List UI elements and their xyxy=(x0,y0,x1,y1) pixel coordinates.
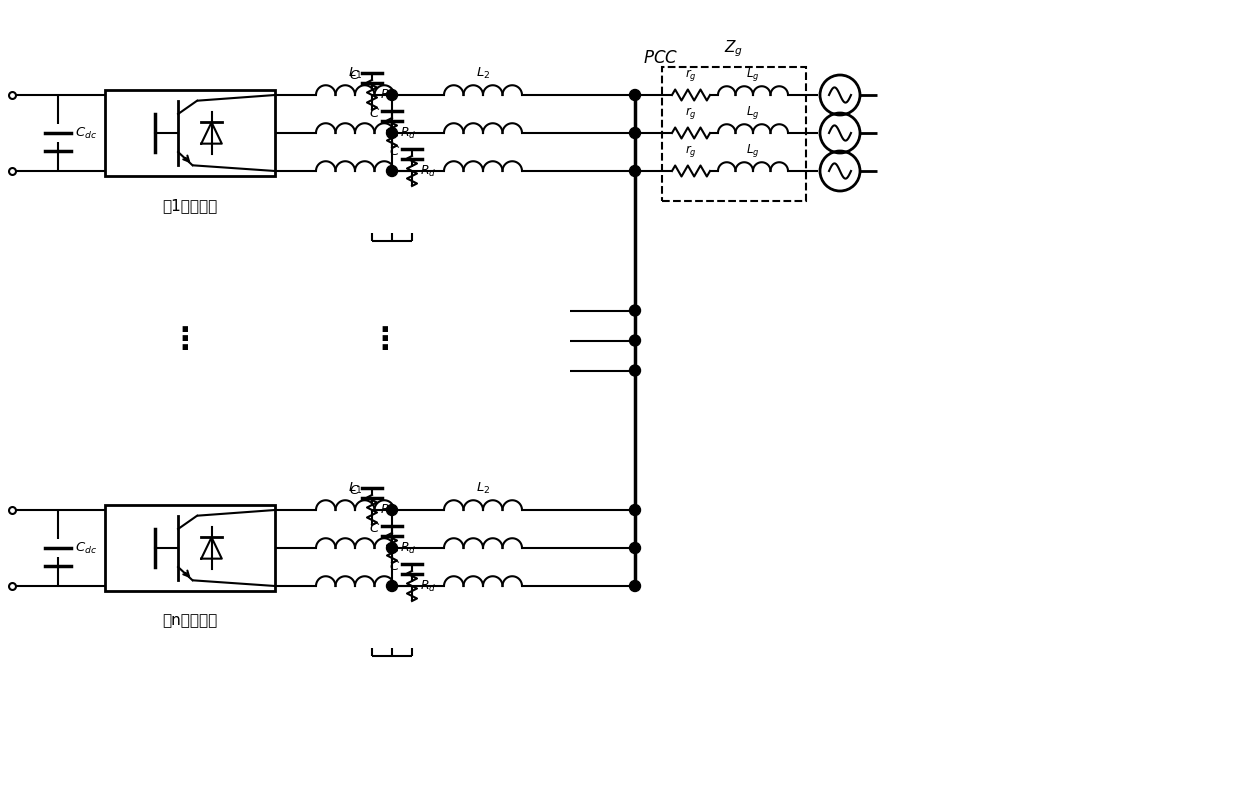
Text: ⋮: ⋮ xyxy=(170,326,200,355)
Text: $R_d$: $R_d$ xyxy=(401,126,417,141)
Text: $R_d$: $R_d$ xyxy=(401,540,417,555)
Text: $PCC$: $PCC$ xyxy=(644,49,678,67)
Circle shape xyxy=(630,127,641,138)
Circle shape xyxy=(387,580,398,592)
Circle shape xyxy=(630,580,641,592)
Text: $C$: $C$ xyxy=(370,106,381,119)
Text: 第1台逆变器: 第1台逆变器 xyxy=(162,198,218,213)
Bar xyxy=(662,67,806,201)
Text: $C$: $C$ xyxy=(370,522,381,535)
Text: $C$: $C$ xyxy=(348,68,360,81)
Text: $Z_g$: $Z_g$ xyxy=(724,39,744,59)
Text: $C$: $C$ xyxy=(389,145,401,158)
Text: $r_g$: $r_g$ xyxy=(686,143,697,159)
Text: $L_g$: $L_g$ xyxy=(746,66,760,83)
Text: $C$: $C$ xyxy=(389,559,401,572)
Circle shape xyxy=(630,166,641,176)
Text: $C$: $C$ xyxy=(348,484,360,497)
Text: $R_d$: $R_d$ xyxy=(420,163,436,179)
Circle shape xyxy=(387,166,398,176)
Text: $L_1$: $L_1$ xyxy=(347,481,362,496)
Circle shape xyxy=(630,89,641,101)
Circle shape xyxy=(387,505,398,515)
Circle shape xyxy=(630,305,641,316)
Circle shape xyxy=(630,543,641,554)
Circle shape xyxy=(630,365,641,376)
Text: $L_2$: $L_2$ xyxy=(476,66,490,81)
Text: ⋮: ⋮ xyxy=(370,326,401,355)
Bar xyxy=(105,505,275,591)
Text: $R_d$: $R_d$ xyxy=(379,502,397,518)
Bar xyxy=(105,90,275,176)
Circle shape xyxy=(387,127,398,138)
Circle shape xyxy=(630,335,641,346)
Text: $L_g$: $L_g$ xyxy=(746,104,760,121)
Circle shape xyxy=(630,505,641,515)
Text: $r_g$: $r_g$ xyxy=(686,105,697,121)
Text: $C_{dc}$: $C_{dc}$ xyxy=(74,540,97,555)
Text: $R_d$: $R_d$ xyxy=(420,579,436,593)
Circle shape xyxy=(387,543,398,554)
Circle shape xyxy=(387,89,398,101)
Text: $L_1$: $L_1$ xyxy=(347,66,362,81)
Text: $R_d$: $R_d$ xyxy=(379,88,397,102)
Text: $C_{dc}$: $C_{dc}$ xyxy=(74,126,97,141)
Text: 第n台逆变器: 第n台逆变器 xyxy=(162,613,218,628)
Text: $r_g$: $r_g$ xyxy=(686,67,697,83)
Text: $L_2$: $L_2$ xyxy=(476,481,490,496)
Text: $L_g$: $L_g$ xyxy=(746,142,760,159)
